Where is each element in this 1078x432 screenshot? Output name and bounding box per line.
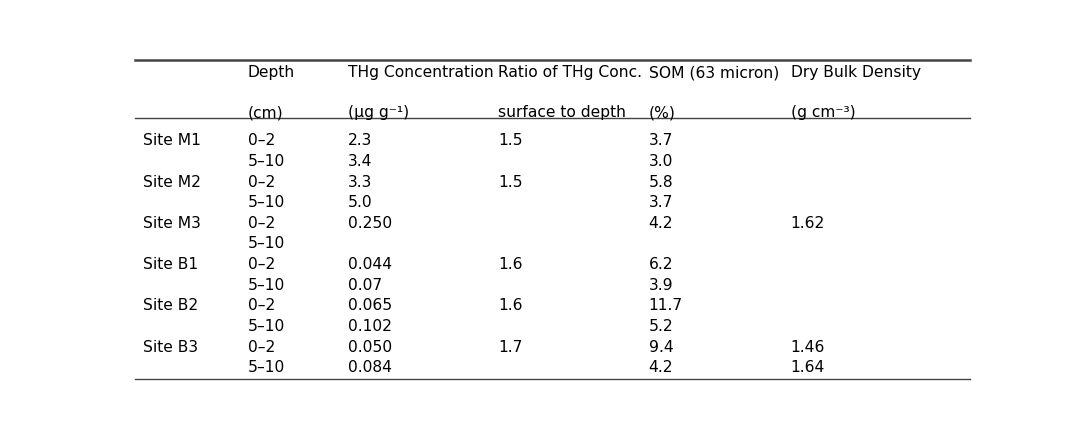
Text: Site B2: Site B2: [143, 299, 198, 313]
Text: 6.2: 6.2: [649, 257, 673, 272]
Text: 1.62: 1.62: [790, 216, 825, 231]
Text: 3.7: 3.7: [649, 195, 673, 210]
Text: 1.46: 1.46: [790, 340, 825, 355]
Text: 0.084: 0.084: [348, 360, 391, 375]
Text: 0.07: 0.07: [348, 278, 382, 293]
Text: Site M3: Site M3: [143, 216, 201, 231]
Text: 0–2: 0–2: [248, 257, 275, 272]
Text: Site B3: Site B3: [143, 340, 198, 355]
Text: 5–10: 5–10: [248, 360, 285, 375]
Text: 1.6: 1.6: [498, 257, 523, 272]
Text: Site B1: Site B1: [143, 257, 198, 272]
Text: 5–10: 5–10: [248, 319, 285, 334]
Text: 1.7: 1.7: [498, 340, 523, 355]
Text: 5.2: 5.2: [649, 319, 673, 334]
Text: Site M2: Site M2: [143, 175, 201, 190]
Text: Depth: Depth: [248, 65, 294, 80]
Text: 3.0: 3.0: [649, 154, 673, 169]
Text: 0.065: 0.065: [348, 299, 392, 313]
Text: SOM (63 micron): SOM (63 micron): [649, 65, 778, 80]
Text: 5–10: 5–10: [248, 278, 285, 293]
Text: 3.4: 3.4: [348, 154, 372, 169]
Text: 5–10: 5–10: [248, 236, 285, 251]
Text: 1.5: 1.5: [498, 133, 523, 148]
Text: (g cm⁻³): (g cm⁻³): [790, 105, 855, 120]
Text: 1.64: 1.64: [790, 360, 825, 375]
Text: (%): (%): [649, 105, 676, 120]
Text: 0–2: 0–2: [248, 133, 275, 148]
Text: 1.6: 1.6: [498, 299, 523, 313]
Text: 0–2: 0–2: [248, 216, 275, 231]
Text: 9.4: 9.4: [649, 340, 674, 355]
Text: 1.5: 1.5: [498, 175, 523, 190]
Text: 5–10: 5–10: [248, 154, 285, 169]
Text: 4.2: 4.2: [649, 360, 673, 375]
Text: 5.8: 5.8: [649, 175, 673, 190]
Text: THg Concentration: THg Concentration: [348, 65, 494, 80]
Text: 0.050: 0.050: [348, 340, 392, 355]
Text: surface to depth: surface to depth: [498, 105, 626, 120]
Text: 0.250: 0.250: [348, 216, 392, 231]
Text: Dry Bulk Density: Dry Bulk Density: [790, 65, 921, 80]
Text: 5.0: 5.0: [348, 195, 372, 210]
Text: 0–2: 0–2: [248, 175, 275, 190]
Text: 2.3: 2.3: [348, 133, 372, 148]
Text: Site M1: Site M1: [143, 133, 201, 148]
Text: 3.9: 3.9: [649, 278, 673, 293]
Text: (μg g⁻¹): (μg g⁻¹): [348, 105, 409, 120]
Text: 11.7: 11.7: [649, 299, 682, 313]
Text: 0.102: 0.102: [348, 319, 391, 334]
Text: 0–2: 0–2: [248, 340, 275, 355]
Text: 4.2: 4.2: [649, 216, 673, 231]
Text: 3.3: 3.3: [348, 175, 372, 190]
Text: 0.044: 0.044: [348, 257, 392, 272]
Text: (cm): (cm): [248, 105, 284, 120]
Text: 3.7: 3.7: [649, 133, 673, 148]
Text: 5–10: 5–10: [248, 195, 285, 210]
Text: Ratio of THg Conc.: Ratio of THg Conc.: [498, 65, 642, 80]
Text: 0–2: 0–2: [248, 299, 275, 313]
